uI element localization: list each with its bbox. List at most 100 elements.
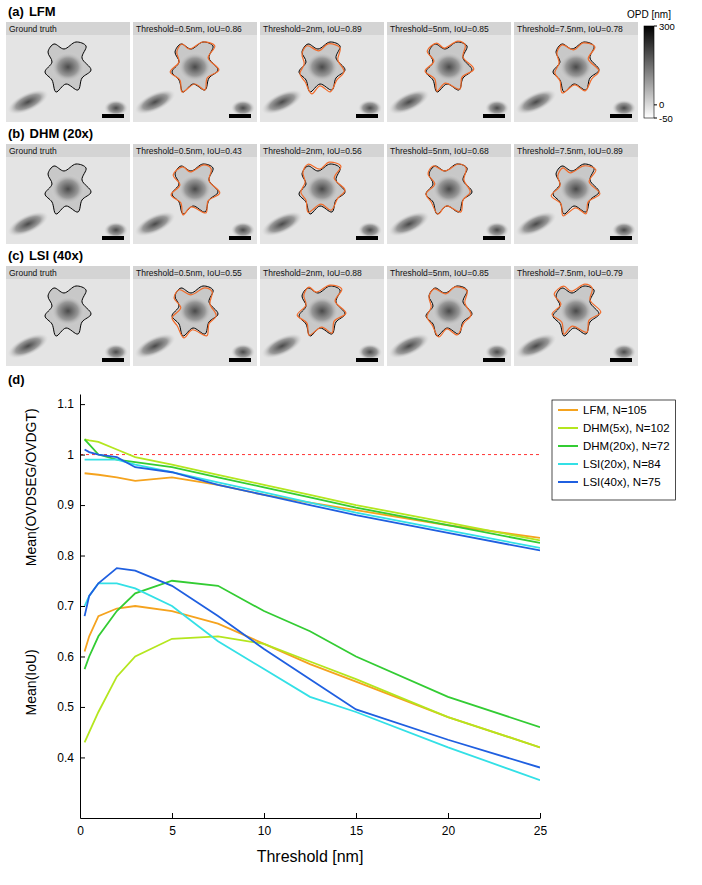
y-axis-title: Mean(OVDSEG/OVDGT) [23, 408, 39, 566]
scale-bar [102, 114, 124, 118]
y-tick: 0.7 [57, 599, 85, 613]
cell-blob [51, 52, 85, 82]
tile-top-band [514, 144, 638, 157]
reference-line [80, 454, 540, 455]
segmentation-outline [172, 288, 216, 338]
image-tile: Threshold=0.5nm, IoU=0.86 [131, 22, 257, 122]
tile-title: Threshold=0.5nm, IoU=0.55 [136, 268, 242, 278]
x-tick-mark [172, 813, 173, 818]
cell-blob [385, 329, 432, 364]
cell-blob [231, 100, 255, 116]
panel-label: (c) LSI (40x) [8, 248, 83, 263]
image-tile: Threshold=2nm, IoU=0.88 [258, 266, 384, 366]
y-tick-label: 0.7 [57, 599, 74, 613]
series-line [85, 568, 540, 767]
cell-blob [131, 329, 178, 364]
x-tick-label: 0 [77, 824, 84, 838]
y-tick-mark [80, 656, 85, 657]
cell-body [45, 286, 91, 336]
segmentation-outline [552, 284, 601, 334]
tile-title: Threshold=2nm, IoU=0.89 [263, 24, 362, 34]
y-tick-label: 0.5 [57, 700, 74, 714]
cell-blob [4, 85, 51, 120]
legend-swatch [558, 427, 578, 429]
cell-body [45, 164, 91, 214]
y-tick-mark [80, 707, 85, 708]
legend-label: LFM, N=105 [583, 404, 647, 416]
image-tile: Threshold=7.5nm, IoU=0.79 [512, 266, 638, 366]
colorbar [644, 26, 654, 118]
panel-letter: (c) [8, 248, 24, 263]
cell-blob [512, 329, 559, 364]
scale-bar [229, 358, 251, 362]
colorbar-tick-label: 300 [659, 21, 675, 32]
cell-blob [51, 296, 85, 326]
image-tile: Threshold=0.5nm, IoU=0.43 [131, 144, 257, 244]
legend-swatch [558, 481, 578, 483]
scale-bar [483, 236, 505, 240]
image-tile: Threshold=2nm, IoU=0.89 [258, 22, 384, 122]
tile-top-band [387, 144, 511, 157]
legend: LFM, N=105DHM(5x), N=102DHM(20x), N=72LS… [552, 400, 676, 500]
panel-title: DHM (20x) [30, 126, 94, 141]
segmentation-outline [297, 285, 346, 335]
series-line [85, 439, 540, 542]
cell-blob [432, 174, 466, 204]
cell-blob [512, 85, 559, 120]
image-tile: Threshold=7.5nm, IoU=0.78 [512, 22, 638, 122]
tile-top-band [6, 266, 130, 279]
cell-blob [231, 344, 255, 360]
y-tick: 0.6 [57, 650, 85, 664]
cell-blob [104, 222, 128, 238]
y-tick: 0.4 [57, 751, 85, 765]
image-tile: Ground truth [4, 266, 130, 366]
x-tick-mark [540, 813, 541, 818]
colorbar-tick [654, 26, 657, 27]
x-tick-label: 15 [350, 824, 364, 838]
colorbar-title: OPD [nm] [627, 9, 671, 20]
cell-body [299, 286, 345, 336]
panel-label: (b)DHM (20x) [8, 126, 93, 141]
y-tick-mark [80, 757, 85, 758]
cell-blob [358, 344, 382, 360]
cell-blob [385, 85, 432, 120]
cell-blob [131, 207, 178, 242]
panel-title: LFM [29, 4, 56, 19]
scale-bar [356, 114, 378, 118]
x-axis-title: Threshold [nm] [257, 848, 364, 865]
tile-title: Threshold=0.5nm, IoU=0.43 [136, 146, 242, 156]
cell-blob [104, 344, 128, 360]
cell-body [553, 42, 599, 92]
tile-top-band [260, 22, 384, 35]
image-tile: Threshold=7.5nm, IoU=0.89 [512, 144, 638, 244]
legend-label: LSI(40x), N=75 [583, 476, 661, 488]
cell-blob [178, 174, 212, 204]
image-tile: Threshold=5nm, IoU=0.68 [385, 144, 511, 244]
image-tile: Threshold=2nm, IoU=0.56 [258, 144, 384, 244]
series-line [85, 450, 540, 551]
scale-bar [356, 358, 378, 362]
y-tick-label: 0.6 [57, 650, 74, 664]
y-tick: 0.8 [57, 549, 85, 563]
tile-title: Threshold=5nm, IoU=0.85 [390, 268, 489, 278]
panel-title: LSI (40x) [29, 248, 83, 263]
cell-blob [104, 100, 128, 116]
tile-title: Ground truth [9, 146, 57, 156]
x-tick-label: 5 [169, 824, 176, 838]
x-tick-mark [448, 813, 449, 818]
cell-body [426, 286, 472, 336]
cell-blob [385, 207, 432, 242]
scale-bar [610, 358, 632, 362]
cell-blob [4, 329, 51, 364]
series-line [85, 439, 540, 540]
colorbar-tick-label: 0 [659, 99, 664, 110]
scale-bar [483, 114, 505, 118]
cell-blob [178, 296, 212, 326]
segmentation-outline [425, 41, 474, 91]
cell-blob [612, 100, 636, 116]
tile-title: Threshold=2nm, IoU=0.88 [263, 268, 362, 278]
tile-top-band [133, 22, 257, 35]
segmentation-outline [301, 162, 345, 212]
image-tile: Threshold=0.5nm, IoU=0.55 [131, 266, 257, 366]
y-tick-mark [80, 505, 85, 506]
